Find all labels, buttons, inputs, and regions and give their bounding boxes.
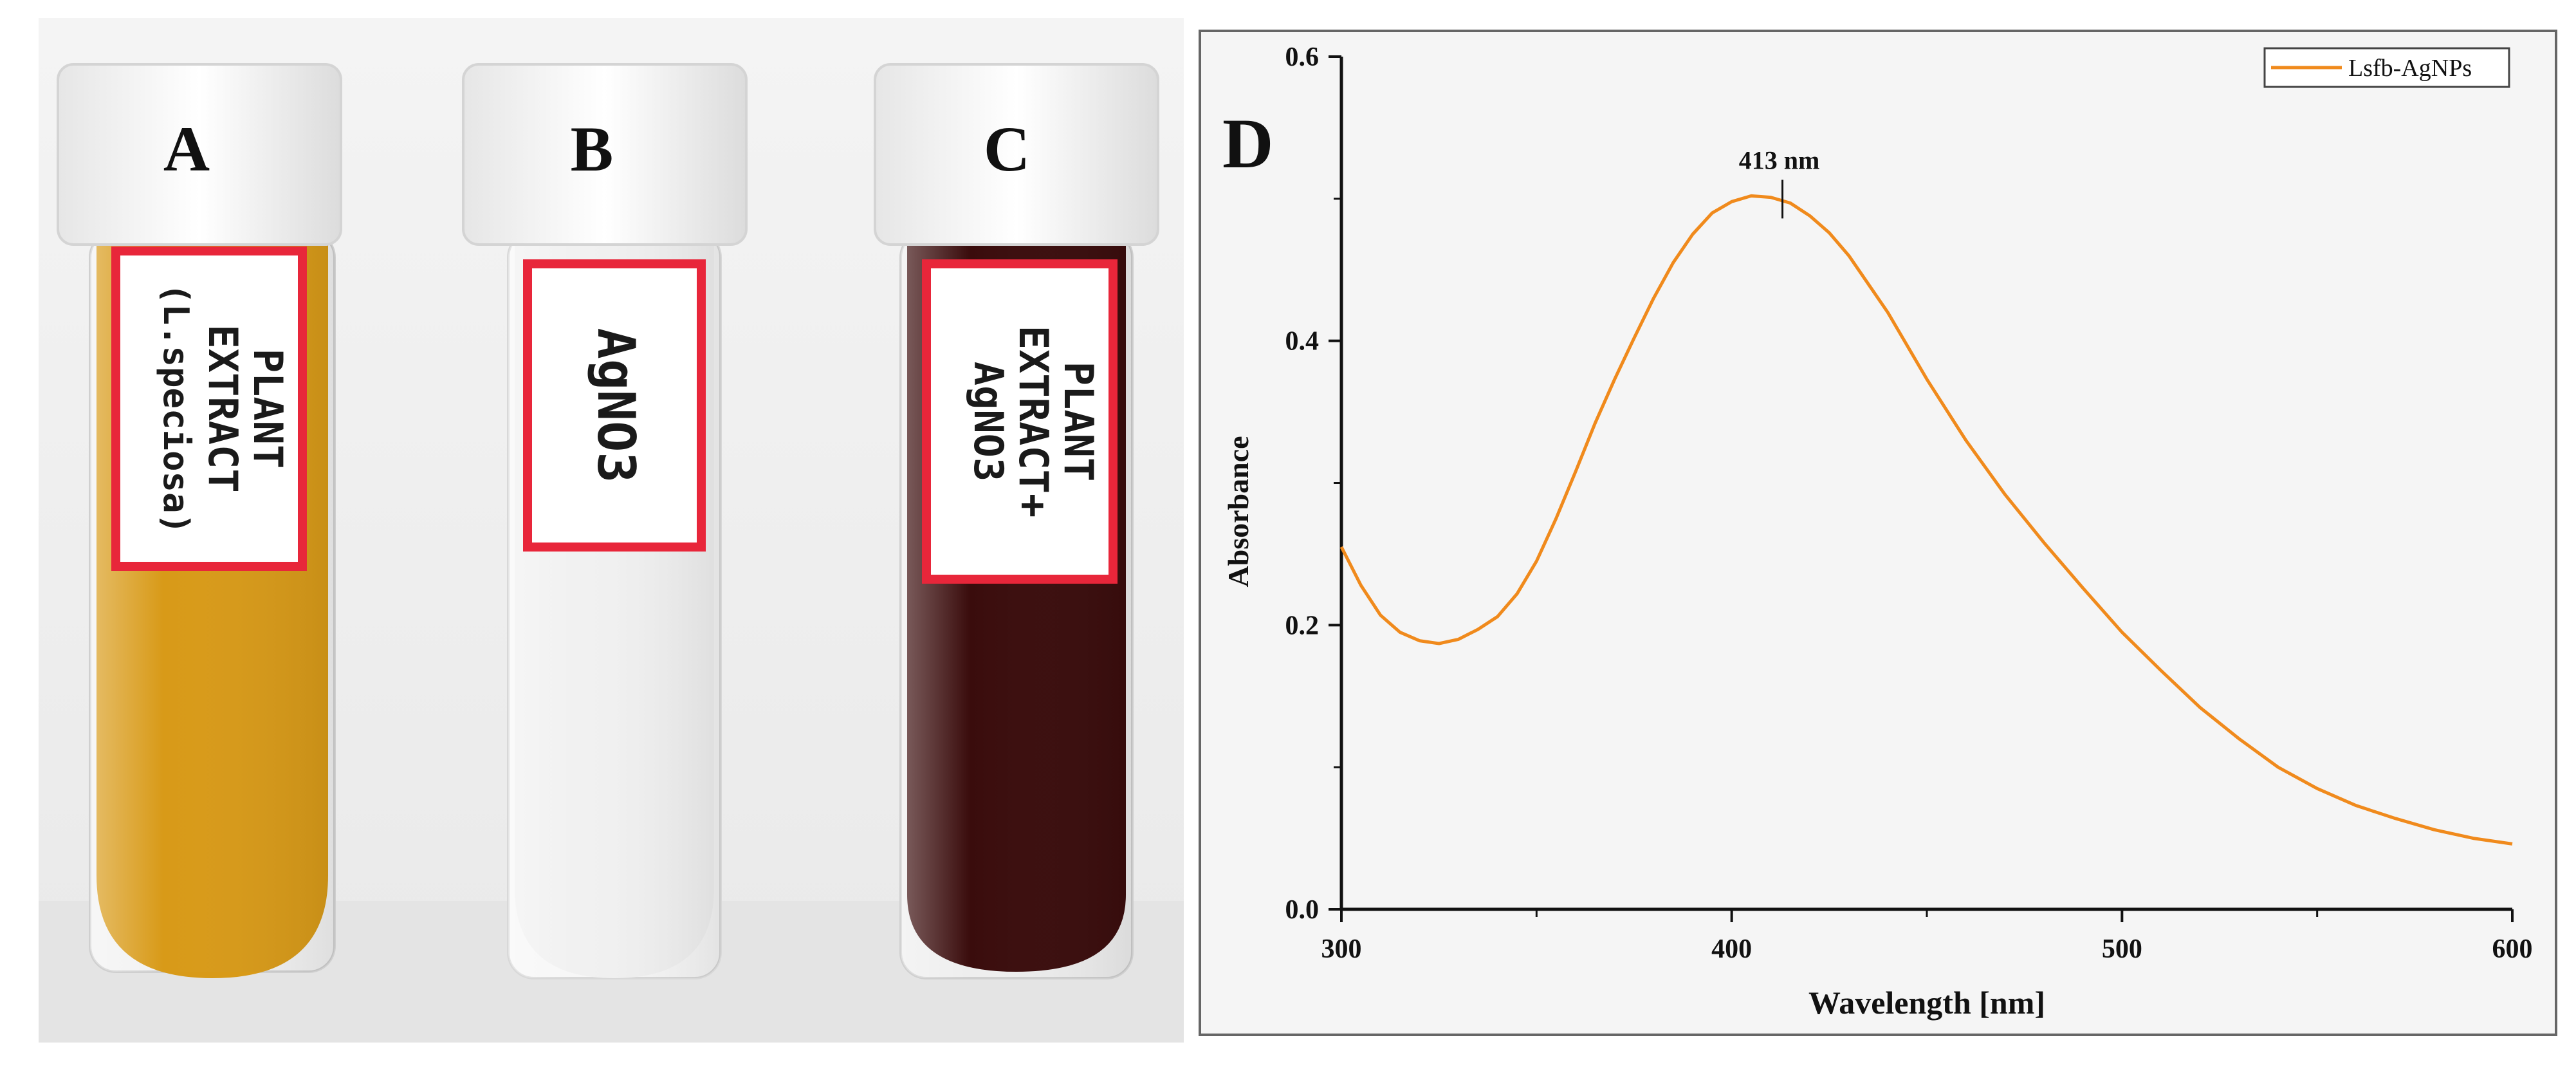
x-tick-label: 300 bbox=[1321, 934, 1362, 964]
x-axis-label: Wavelength [nm] bbox=[1808, 985, 2045, 1021]
tube-b: B AgNO3 bbox=[462, 63, 748, 979]
tube-a-label-card bbox=[111, 246, 307, 571]
tube-c-label-line-1: PLANT bbox=[1055, 362, 1102, 482]
tube-b-label-card bbox=[523, 259, 706, 552]
tube-b-label-line-1: AgNO3 bbox=[586, 328, 646, 483]
tube-b-cap bbox=[462, 63, 748, 246]
tube-c-label-line-3: AgNO3 bbox=[965, 362, 1012, 482]
tube-a-label-text: PLANT EXTRACT (L.speciosa) bbox=[156, 283, 291, 534]
x-tick-label: 400 bbox=[1711, 934, 1752, 964]
chart-tick-labels: 300 400 500 600 0.0 0.2 0.4 0.6 bbox=[1285, 42, 2533, 964]
y-tick-label: 0.2 bbox=[1285, 611, 1320, 640]
y-tick-label: 0.0 bbox=[1285, 895, 1320, 925]
y-tick-label: 0.4 bbox=[1285, 327, 1320, 357]
tube-b-letter: B bbox=[571, 113, 614, 185]
y-tick-label: 0.6 bbox=[1285, 42, 1320, 72]
tube-c-label-text: PLANT EXTRACT+ AgNO3 bbox=[965, 326, 1102, 518]
tube-c-cap bbox=[874, 63, 1159, 246]
legend-label: Lsfb-AgNPs bbox=[2348, 55, 2472, 82]
chart-panel: D 300 400 500 600 0.0 0.2 0.4 0.6 413 nm Wavele… bbox=[1199, 30, 2557, 1036]
tube-b-label-text: AgNO3 bbox=[586, 328, 646, 483]
chart-frame bbox=[1199, 30, 2557, 1036]
chart-ticks bbox=[1329, 55, 2514, 922]
x-tick-label: 600 bbox=[2492, 934, 2533, 964]
tube-a-label-line-3: (L.speciosa) bbox=[156, 283, 196, 534]
tube-c-letter: C bbox=[984, 113, 1030, 185]
chart-panel-letter: D bbox=[1222, 104, 1273, 183]
tube-a-cap bbox=[57, 63, 342, 246]
y-axis-label: Absorbance bbox=[1222, 436, 1255, 587]
tube-a-label-line-2: EXTRACT bbox=[199, 324, 246, 492]
tube-c: C PLANT EXTRACT+ AgNO3 bbox=[874, 63, 1159, 979]
tube-a-letter: A bbox=[163, 113, 210, 185]
tube-a-label-line-1: PLANT bbox=[244, 349, 291, 469]
tube-a: A PLANT EXTRACT (L.speciosa) bbox=[57, 63, 342, 978]
tube-c-label-line-2: EXTRACT+ bbox=[1010, 326, 1057, 518]
peak-annotation: 413 nm bbox=[1739, 145, 1820, 174]
x-tick-label: 500 bbox=[2102, 934, 2142, 964]
tube-c-label-card bbox=[922, 259, 1118, 584]
legend: Lsfb-AgNPs bbox=[2263, 47, 2510, 88]
series-line-lsfb-agnps bbox=[1339, 194, 2513, 846]
